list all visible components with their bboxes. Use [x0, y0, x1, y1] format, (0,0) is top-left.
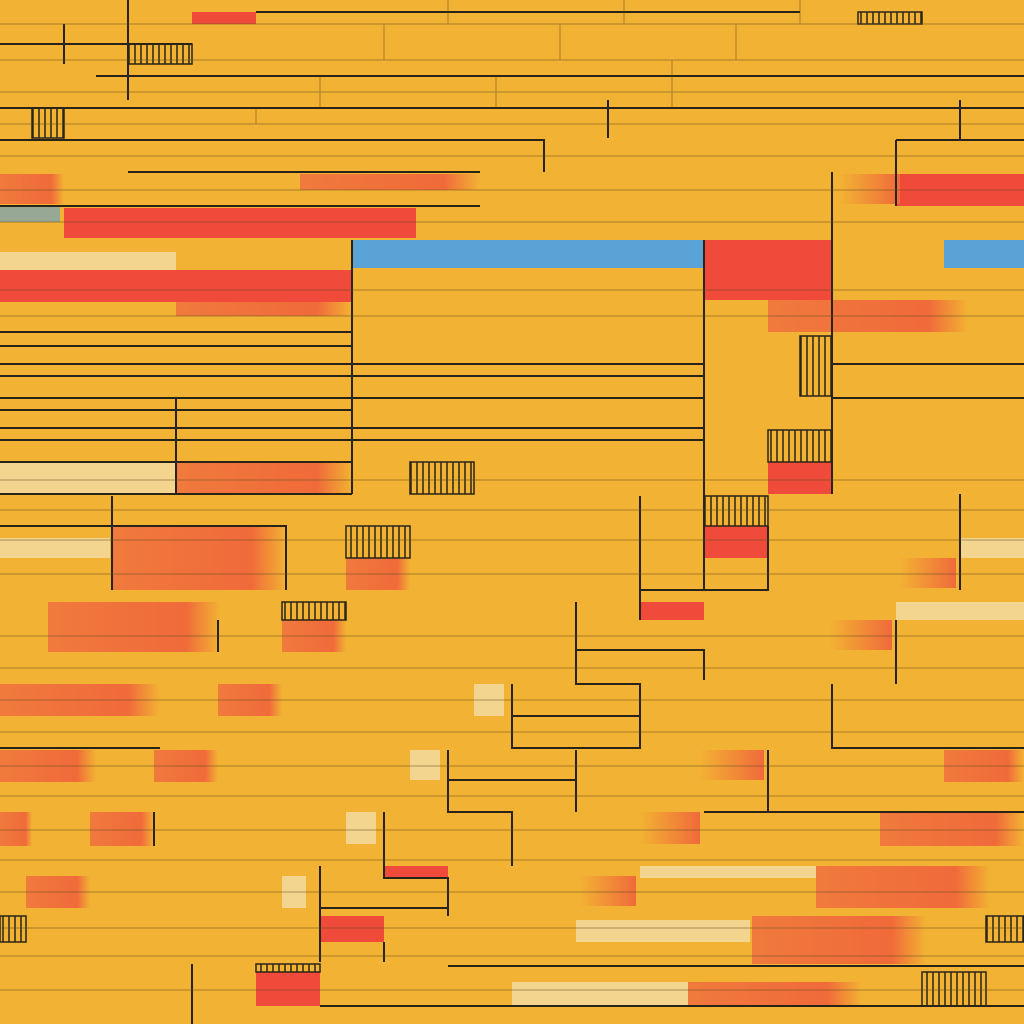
red-block	[384, 866, 448, 878]
line	[0, 240, 1024, 590]
pale-block	[896, 602, 1024, 620]
hatched-block	[985, 915, 1024, 943]
line	[0, 496, 769, 962]
hatched-block	[767, 429, 833, 463]
orange-block	[112, 526, 286, 590]
orange-block	[700, 750, 764, 780]
orange-block	[688, 982, 862, 1006]
red-block	[256, 972, 320, 1006]
hatched-block	[281, 601, 347, 621]
orange-block	[48, 602, 220, 652]
hatched-block	[799, 335, 833, 397]
hatched-block	[703, 495, 769, 527]
orange-block	[0, 174, 64, 204]
orange-block	[752, 916, 926, 964]
orange-block	[640, 812, 700, 844]
pale-block	[410, 750, 440, 780]
orange-block	[880, 812, 1024, 846]
hatched-block	[31, 107, 65, 139]
red-block	[192, 12, 256, 24]
pale-block	[0, 538, 110, 558]
pale-block	[0, 252, 176, 270]
orange-block	[0, 812, 32, 846]
orange-block	[900, 558, 956, 588]
pale-block	[576, 920, 750, 942]
orange-block	[840, 174, 900, 204]
pale-block	[346, 812, 376, 844]
orange-block	[830, 620, 892, 650]
hatched-block	[345, 525, 411, 559]
line	[0, 0, 1024, 494]
red-block	[64, 208, 416, 238]
orange-block	[176, 302, 352, 316]
red-block	[704, 240, 832, 300]
pale-block	[512, 982, 688, 1006]
red-block	[320, 916, 384, 942]
red-block	[0, 270, 352, 302]
hatched-block	[127, 43, 193, 65]
blue-band	[352, 240, 704, 268]
hatched-block	[857, 11, 923, 25]
pale-block	[960, 538, 1024, 558]
orange-block	[816, 866, 990, 908]
texture-line	[0, 0, 1024, 991]
red-block	[768, 462, 832, 494]
hatched-block	[921, 971, 987, 1007]
orange-block	[300, 174, 480, 190]
red-block	[704, 526, 768, 558]
orange-block	[90, 812, 154, 846]
hatched-block	[409, 461, 475, 495]
orange-block	[176, 462, 352, 494]
blue-band	[0, 206, 60, 222]
hatched-block	[0, 915, 27, 943]
hatched-block	[255, 963, 321, 973]
pale-block	[0, 462, 176, 494]
orange-block	[580, 876, 636, 906]
red-block	[640, 602, 704, 620]
blue-band	[944, 240, 1024, 268]
pale-block	[640, 866, 816, 878]
